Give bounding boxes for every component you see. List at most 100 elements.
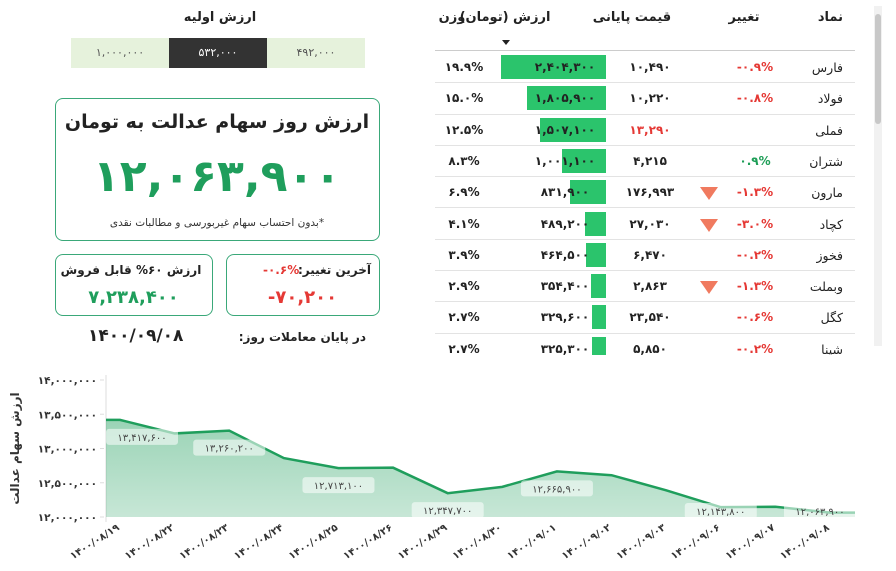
value-bar: [501, 55, 606, 79]
change-percent: -۰.۶%: [263, 263, 300, 277]
value-label-box: [411, 502, 484, 519]
table-row[interactable]: کگل -۰.۶% ۲۳,۵۴۰ ۳۲۹,۶۰۰ ۲.۷%: [435, 302, 855, 334]
price: ۵,۸۵۰: [633, 341, 667, 355]
value-bar: [585, 242, 606, 267]
table-row[interactable]: فملی ۱۳,۲۹۰ ۱,۵۰۷,۱۰۰ ۱۲.۵%: [435, 115, 855, 146]
date: ۱۴۰۰/۰۹/۰۸: [88, 326, 184, 346]
value-bar: [562, 148, 606, 173]
value: ۳۵۴,۴۰۰: [540, 279, 590, 294]
change-card: آخرین تغییر: -۰.۶% -۷۰,۲۰۰: [226, 254, 380, 316]
table-row[interactable]: کچاد -۳.۰% ۲۷,۰۳۰ ۴۸۹,۲۰۰ ۴.۱%: [435, 209, 855, 240]
y-tick-label: ۱۳,۰۰۰,۰۰۰: [38, 444, 97, 456]
column-header[interactable]: ارزش (تومان): [459, 10, 551, 25]
sort-indicator: [502, 40, 510, 45]
change: -۰.۸%: [736, 91, 774, 106]
value: ۱,۸۰۵,۹۰۰: [534, 91, 596, 106]
symbol: کگل: [820, 310, 843, 326]
value-label: ۱۲,۳۴۷,۷۰۰: [423, 506, 472, 517]
value-label-box: [684, 503, 757, 519]
weight: ۲.۷%: [448, 310, 480, 325]
value: ۱,۰۰۱,۱۰۰: [534, 153, 596, 168]
initial-value-option[interactable]: ۵۳۲,۰۰۰: [169, 38, 267, 68]
value-bar: [584, 211, 606, 236]
x-tick-label: ۱۴۰۰/۰۹/۰۷: [724, 522, 777, 562]
y-tick-label: ۱۲,۵۰۰,۰۰۰: [38, 478, 97, 490]
change-value: -۷۰,۲۰۰: [267, 287, 338, 308]
value-label: ۱۲,۷۱۳,۱۰۰: [314, 481, 363, 492]
value-label-box: [520, 480, 593, 497]
x-tick-label: ۱۴۰۰/۰۹/۰۲: [560, 522, 613, 562]
price: ۲۳,۵۴۰: [629, 310, 671, 325]
value-label-box: [193, 439, 266, 456]
y-tick-label: ۱۴,۰۰۰,۰۰۰: [38, 375, 97, 387]
x-tick-label: ۱۴۰۰/۰۸/۳۰: [451, 522, 504, 562]
change: -۰.۹%: [736, 60, 774, 74]
scrollbar: [874, 6, 882, 346]
change-label: آخرین تغییر:: [297, 263, 371, 277]
value: ۸۳۱,۹۰۰: [540, 185, 590, 200]
weight: ۲.۹%: [448, 279, 480, 294]
table-row[interactable]: شپنا -۰.۲% ۵,۸۵۰ ۳۲۵,۳۰۰ ۲.۷%: [435, 334, 855, 355]
table-row[interactable]: مارون -۱.۳% ۱۷۶,۹۹۳ ۸۳۱,۹۰۰ ۶.۹%: [435, 177, 855, 209]
value-label-box: [106, 428, 178, 445]
value-label-box: [302, 477, 375, 494]
value-label: ۱۳,۴۱۷,۶۰۰: [117, 433, 166, 444]
weight: ۴.۱%: [448, 216, 480, 231]
price: ۴,۲۱۵: [633, 153, 667, 168]
value-bar: [591, 336, 606, 355]
header-rule: [435, 50, 855, 51]
x-tick-label: ۱۴۰۰/۰۹/۰۶: [669, 522, 722, 562]
value-bar: [527, 86, 606, 111]
value: ۲,۴۰۴,۳۰۰: [534, 60, 596, 74]
symbol: فولاد: [817, 91, 843, 107]
summary-card: ارزش روز سهام عدالت به تومان ۱۲,۰۶۳,۹۰۰ …: [55, 98, 380, 241]
value: ۴۶۴,۵۰۰: [540, 247, 590, 262]
value-label: ۱۳,۲۶۰,۲۰۰: [205, 444, 254, 455]
change: -۱.۳%: [736, 279, 774, 294]
change: -۱.۳%: [736, 185, 774, 200]
x-tick-label: ۱۴۰۰/۰۸/۲۲: [123, 522, 176, 562]
scrollbar-thumb[interactable]: [875, 14, 881, 124]
x-tick-label: ۱۴۰۰/۰۸/۲۶: [342, 522, 395, 562]
initial-value-option[interactable]: ۱,۰۰۰,۰۰۰: [71, 38, 169, 68]
table-row[interactable]: فولاد -۰.۸% ۱۰,۲۲۰ ۱,۸۰۵,۹۰۰ ۱۵.۰%: [435, 83, 855, 115]
weight: ۶.۹%: [448, 185, 480, 200]
table-row[interactable]: فارس -۰.۹% ۱۰,۴۹۰ ۲,۴۰۴,۳۰۰ ۱۹.۹%: [435, 52, 855, 84]
x-tick-label: ۱۴۰۰/۰۹/۰۳: [615, 522, 668, 562]
value: ۳۲۹,۶۰۰: [540, 310, 590, 325]
x-tick-label: ۱۴۰۰/۰۸/۲۹: [396, 522, 449, 562]
column-header[interactable]: قیمت پایانی: [592, 10, 672, 25]
holdings-table: نماد تغییر قیمت پایانی ارزش (تومان) وزن فارس -…: [435, 0, 855, 355]
weight: ۱۲.۵%: [444, 122, 484, 137]
weight: ۱۵.۰%: [444, 91, 484, 106]
x-tick-label: ۱۴۰۰/۰۸/۱۹: [69, 522, 122, 562]
table-row[interactable]: فخوز -۰.۲% ۶,۴۷۰ ۴۶۴,۵۰۰ ۳.۹%: [435, 240, 855, 272]
summary-value: ۱۲,۰۶۳,۹۰۰: [92, 151, 342, 202]
table-row[interactable]: وبملت -۱.۳% ۲,۸۶۳ ۳۵۴,۴۰۰ ۲.۹%: [435, 271, 855, 303]
value-label: ۱۲,۱۴۳,۸۰۰: [696, 507, 745, 518]
x-tick-label: ۱۴۰۰/۰۹/۰۸: [779, 522, 832, 562]
symbol: شپنا: [821, 341, 843, 355]
down-marker: [700, 187, 718, 201]
table-row[interactable]: شتران ۰.۹% ۴,۲۱۵ ۱,۰۰۱,۱۰۰ ۸.۳%: [435, 146, 855, 178]
y-tick-label: ۱۳,۵۰۰,۰۰۰: [38, 409, 97, 421]
weight: ۱۹.۹%: [444, 60, 484, 74]
column-header[interactable]: نماد: [817, 10, 843, 25]
change: -۰.۲%: [736, 247, 774, 262]
price: ۱۷۶,۹۹۳: [625, 185, 675, 200]
symbol: فخوز: [816, 247, 843, 263]
date-label: در پایان معاملات روز:: [238, 330, 366, 344]
column-header[interactable]: وزن: [438, 10, 466, 25]
sellable-value: ۷,۲۳۸,۴۰۰: [88, 287, 179, 308]
price: ۲,۸۶۳: [633, 279, 667, 294]
initial-value-option[interactable]: ۴۹۲,۰۰۰: [267, 38, 365, 68]
area: [106, 419, 855, 517]
change: -۰.۲%: [736, 341, 774, 355]
price: ۱۰,۴۹۰: [629, 60, 671, 74]
value-label-box: [784, 503, 856, 519]
column-header[interactable]: تغییر: [728, 10, 760, 25]
weight: ۳.۹%: [448, 247, 480, 262]
value-label: ۱۲,۰۶۳,۹۰۰: [795, 507, 844, 518]
x-tick-label: ۱۴۰۰/۰۸/۲۵: [287, 522, 340, 562]
